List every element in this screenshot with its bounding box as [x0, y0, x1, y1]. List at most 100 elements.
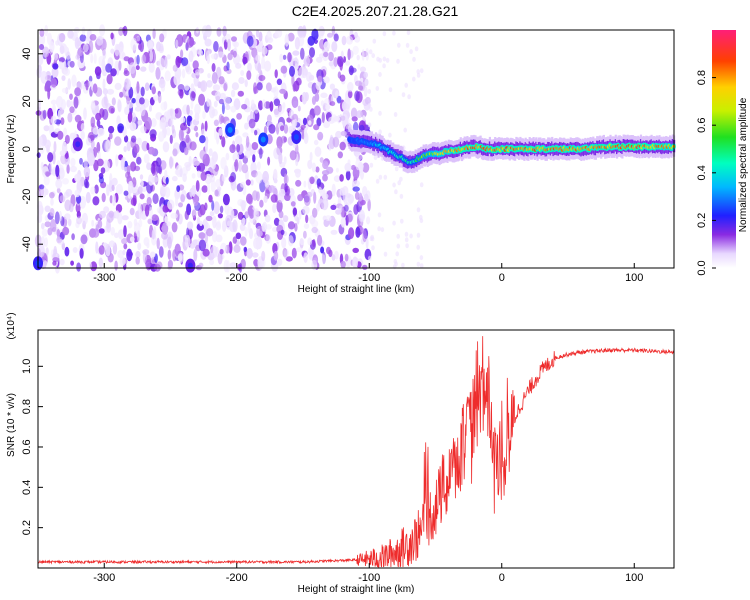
spectrogram-noise-cell: [284, 182, 288, 193]
spectrogram-noise-cell: [69, 100, 74, 107]
spectrogram-noise-cell: [247, 221, 251, 234]
spectrogram-noise-cell: [193, 160, 200, 166]
spectrogram-noise-cell: [169, 156, 173, 169]
spectrogram-noise-cell: [261, 99, 266, 110]
spectrogram-noise-cell: [198, 232, 206, 240]
spectrogram-noise-cell: [98, 257, 104, 268]
spectrogram-noise-cell: [96, 36, 104, 46]
spectrogram-noise-cell: [363, 71, 369, 79]
spectrogram-noise-cell: [140, 126, 147, 134]
spectrogram-noise-cell: [190, 83, 195, 90]
spectrogram-noise-cell: [92, 83, 98, 94]
spectrogram-noise-cell: [261, 46, 268, 55]
spectrogram-noise-cell: [360, 199, 366, 206]
spectrogram-noise-cell: [59, 150, 66, 156]
snr-series-line: [37, 336, 675, 568]
spectrogram-noise-cell: [242, 217, 246, 225]
spectrogram-noise-cell: [142, 249, 150, 255]
spectrogram-noise-cell: [164, 169, 168, 179]
spectrogram-noise-cell: [199, 149, 207, 160]
spectrogram-noise-cell: [230, 89, 236, 98]
spectrogram-noise-cell: [152, 28, 156, 40]
spectrogram-noise-cell: [229, 262, 237, 268]
spectrogram-noise-cell: [246, 35, 254, 47]
spectrogram-noise-cell: [135, 65, 140, 71]
spectrogram-noise-cell: [237, 90, 244, 97]
spectrogram-noise-cell: [210, 53, 217, 60]
spectrogram-noise-cell: [130, 161, 137, 172]
spectrogram-noise-cell: [365, 47, 370, 61]
spectrogram-noise-cell: [407, 94, 411, 100]
spectrogram-noise-cell: [329, 101, 336, 107]
spectrogram-noise-cell: [208, 148, 213, 157]
spectrogram-noise-cell: [394, 166, 399, 172]
spectrogram-noise-cell: [141, 54, 146, 64]
spectrogram-noise-cell: [369, 162, 374, 168]
spectrogram-noise-cell: [273, 217, 280, 226]
spectrogram-noise-cell: [347, 48, 351, 61]
spectrogram-noise-cell: [295, 179, 302, 187]
spectrogram-noise-cell: [201, 185, 208, 193]
spectrogram-noise-cell: [112, 194, 116, 206]
spectrogram-noise-cell: [90, 116, 96, 128]
spectrogram-noise-cell: [333, 175, 341, 183]
spectrogram-noise-cell: [357, 64, 361, 70]
spectrogram-noise-cell: [180, 122, 188, 131]
spectrogram-noise-cell: [294, 56, 298, 67]
spectrogram-noise-cell: [412, 76, 416, 82]
spectrogram-noise-cell: [255, 29, 260, 38]
spectrogram-noise-cell: [40, 70, 48, 84]
spectrogram-noise-cell: [110, 107, 115, 114]
spectrogram-noise-cell: [66, 51, 71, 60]
spectrogram-noise-cell: [136, 54, 140, 65]
spectrogram-noise-cell: [354, 80, 363, 87]
spectrogram-noise-cell: [279, 53, 284, 63]
spectrogram-noise-cell: [50, 198, 54, 206]
spectrogram-noise-cell: [139, 97, 145, 105]
spectrogram-noise-cell: [106, 74, 113, 85]
spectrogram-noise-cell: [258, 31, 263, 42]
spectrogram-noise-cell: [222, 25, 227, 37]
spectrogram-noise-cell: [358, 192, 363, 202]
spectrogram-noise-cell: [77, 47, 84, 57]
spectrogram-noise-cell: [317, 75, 323, 83]
spectrogram-noise-cell: [279, 88, 286, 94]
spectrogram-noise-cell: [188, 50, 194, 63]
spectrogram-noise-cell: [140, 66, 147, 72]
spectrogram-noise-cell: [52, 103, 56, 114]
spectrogram-noise-cell: [211, 63, 216, 72]
spectrogram-noise-cell: [233, 244, 241, 253]
spectrogram-noise-cell: [226, 260, 230, 273]
spectrogram-noise-cell: [345, 170, 351, 181]
spectrogram-noise-cell: [367, 89, 372, 94]
spectrogram-noise-cell: [164, 56, 168, 69]
snr-background: [38, 330, 674, 568]
spectrogram-noise-cell: [396, 58, 400, 64]
spectrogram-noise-cell: [97, 151, 101, 161]
spectrogram-noise-cell: [313, 124, 320, 131]
spectrogram-noise-cell: [153, 226, 157, 239]
spectrogram-noise-cell: [63, 127, 68, 137]
spectrogram-noise-cell: [209, 211, 215, 217]
spectrogram-noise-cell: [108, 132, 113, 140]
spectrogram-noise-cell: [106, 184, 110, 197]
spectrogram-noise-cell: [400, 218, 404, 224]
spectrogram-noise-cell: [165, 177, 169, 185]
spectrogram-noise-cell: [99, 210, 106, 219]
spectrogram-noise-cell: [95, 241, 99, 254]
y-tick-label: 0.2: [21, 520, 33, 535]
spectrogram-noise-cell: [92, 196, 100, 206]
spectrogram-noise-cell: [330, 204, 337, 210]
spectrogram-noise-cell: [90, 261, 98, 272]
spectrogram-noise-cell: [49, 208, 55, 217]
spectrogram-noise-cell: [151, 117, 157, 128]
spectrogram-noise-cell: [96, 141, 101, 154]
spectrogram-noise-cell: [56, 236, 63, 244]
spectrogram-noise-cell: [102, 108, 109, 121]
spectrogram-noise-cell: [106, 220, 112, 233]
spectrogram-noise-cell: [307, 237, 313, 246]
spectrogram-noise-cell: [131, 112, 137, 123]
spectrogram-noise-cell: [100, 167, 106, 174]
snr-y-axis-label: SNR (10 * v/v): [6, 393, 17, 457]
spectrogram-noise-cell: [355, 158, 361, 171]
